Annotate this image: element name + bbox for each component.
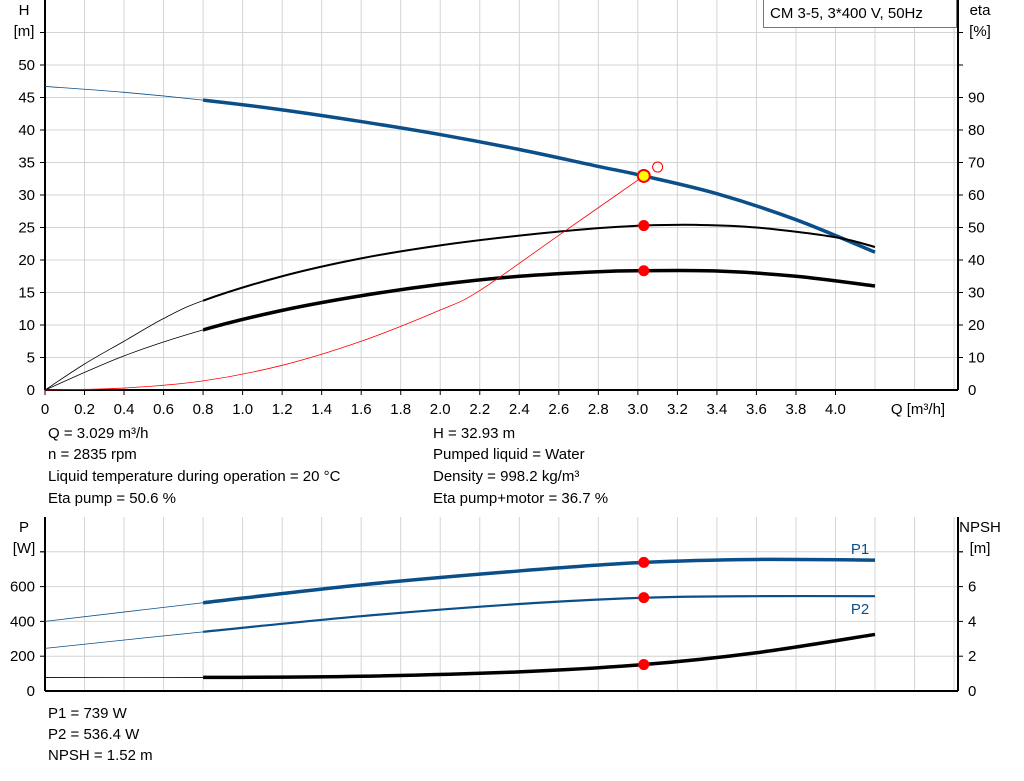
y2-tick-label: 4 [968, 613, 976, 630]
duty-point-p1 [638, 556, 650, 568]
x-tick-label: 3.4 [706, 401, 727, 418]
y2-tick-label: 60 [968, 187, 985, 204]
x-tick-label: 1.0 [232, 401, 253, 418]
y-tick-label: 5 [27, 350, 35, 367]
open-marker [652, 161, 664, 173]
y2-axis-label: NPSH [959, 519, 1001, 536]
info-liquid: Pumped liquid = Water [433, 446, 585, 463]
eta-total-curve-extension [44, 329, 204, 391]
x-tick-label: 0.8 [193, 401, 214, 418]
y-tick-label: 20 [18, 252, 35, 269]
y-axis-label: [m] [14, 23, 35, 40]
x-tick-label: 2.2 [469, 401, 490, 418]
duty-point-eta-pump [638, 220, 650, 232]
y-axis-label: H [19, 2, 30, 19]
x-tick-label: 2.6 [548, 401, 569, 418]
y-tick-label: 50 [18, 57, 35, 74]
info-eta-total: Eta pump+motor = 36.7 % [433, 490, 609, 507]
x-tick-label: 2.4 [509, 401, 530, 418]
eta-pump-curve-extension [44, 300, 204, 391]
y-tick-label: 15 [18, 285, 35, 302]
x-tick-label: 0 [41, 401, 49, 418]
y-axis-label: [W] [13, 540, 36, 557]
h-curve-extension [44, 86, 204, 101]
p1-curve-extension [44, 602, 204, 622]
duty-point-p2 [638, 592, 650, 604]
y2-tick-label: 0 [968, 683, 976, 700]
y-tick-label: 0 [27, 683, 35, 700]
y2-tick-label: 2 [968, 648, 976, 665]
eta-total-curve [203, 268, 876, 332]
info-p1: P1 = 739 W [48, 705, 127, 722]
x-tick-label: 3.0 [627, 401, 648, 418]
info-n: n = 2835 rpm [48, 446, 137, 463]
info-npsh: NPSH = 1.52 m [48, 747, 153, 764]
series-label-p1: P1 [851, 541, 869, 558]
y-tick-label: 200 [10, 648, 35, 665]
y2-tick-label: 80 [968, 122, 985, 139]
y-tick-label: 35 [18, 155, 35, 172]
y-tick-label: 30 [18, 187, 35, 204]
x-tick-label: 1.4 [311, 401, 332, 418]
y2-tick-label: 50 [968, 220, 985, 237]
y-tick-label: 45 [18, 90, 35, 107]
y2-tick-label: 10 [968, 350, 985, 367]
system-curve [44, 175, 645, 391]
y2-tick-label: 30 [968, 285, 985, 302]
series-label-p2: P2 [851, 601, 869, 618]
y-tick-label: 600 [10, 579, 35, 596]
y2-tick-label: 20 [968, 317, 985, 334]
y2-axis-label: [m] [970, 540, 991, 557]
h-curve [203, 98, 876, 254]
x-tick-label: 2.8 [588, 401, 609, 418]
p1-curve [203, 557, 876, 605]
x-tick-label: 3.2 [667, 401, 688, 418]
x-tick-label: 3.6 [746, 401, 767, 418]
x-tick-label: 0.2 [74, 401, 95, 418]
y2-axis-label: [%] [969, 23, 991, 40]
y-tick-label: 400 [10, 613, 35, 630]
y-tick-label: 10 [18, 317, 35, 334]
x-tick-label: 2.0 [430, 401, 451, 418]
info-h: H = 32.93 m [433, 425, 516, 442]
info-eta-pump: Eta pump = 50.6 % [48, 490, 176, 507]
y2-tick-label: 6 [968, 579, 976, 596]
info-p2: P2 = 536.4 W [48, 726, 140, 743]
y-tick-label: 40 [18, 122, 35, 139]
x-tick-label: 0.4 [114, 401, 135, 418]
info-density: Density = 998.2 kg/m³ [433, 468, 580, 485]
x-axis-label: Q [m³/h] [891, 401, 945, 418]
y-tick-label: 0 [27, 382, 35, 399]
y-tick-label: 25 [18, 220, 35, 237]
y-axis-label: P [19, 519, 29, 536]
x-tick-label: 1.6 [351, 401, 372, 418]
eta-pump-curve [203, 223, 876, 302]
duty-point-head [636, 168, 651, 183]
duty-point-npsh [638, 659, 650, 671]
x-tick-label: 1.2 [272, 401, 293, 418]
x-tick-label: 0.6 [153, 401, 174, 418]
y2-tick-label: 90 [968, 90, 985, 107]
y2-axis-label: eta [970, 2, 992, 19]
npsh-curve [203, 632, 876, 680]
duty-point-eta-total [638, 265, 650, 277]
x-tick-label: 4.0 [825, 401, 846, 418]
info-q: Q = 3.029 m³/h [48, 425, 149, 442]
npsh-curve-extension [44, 677, 204, 678]
y2-tick-label: 0 [968, 382, 976, 399]
x-tick-label: 3.8 [786, 401, 807, 418]
x-tick-label: 1.8 [390, 401, 411, 418]
p2-curve [203, 594, 876, 633]
info-temp: Liquid temperature during operation = 20… [48, 468, 341, 485]
y2-tick-label: 70 [968, 155, 985, 172]
pump-model-label: CM 3-5, 3*400 V, 50Hz [763, 0, 957, 28]
y2-tick-label: 40 [968, 252, 985, 269]
p2-curve-extension [44, 631, 204, 649]
